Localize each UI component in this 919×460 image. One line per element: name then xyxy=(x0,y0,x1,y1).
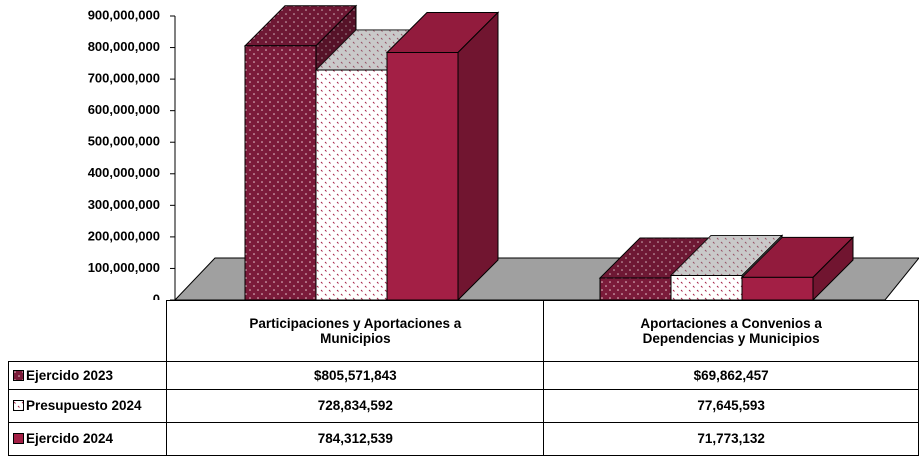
category-label: Aportaciones a Convenios a Dependencias … xyxy=(543,300,919,362)
bar xyxy=(244,45,317,300)
value-label: 728,834,592 xyxy=(166,388,545,423)
legend-cell: Ejercido 2023 xyxy=(7,360,168,390)
value-label: 71,773,132 xyxy=(543,421,919,456)
y-tick-label: 500,000,000 xyxy=(88,134,160,149)
bar-side-shade xyxy=(458,12,498,300)
bar xyxy=(599,277,672,300)
bar-top-shade xyxy=(387,12,498,53)
bar xyxy=(670,274,743,300)
series-row: Ejercido 2024 784,312,539 71,773,132 xyxy=(7,421,919,456)
value-label: 77,645,593 xyxy=(543,388,919,423)
y-tick-label: 100,000,000 xyxy=(88,260,160,275)
legend-cell: Presupuesto 2024 xyxy=(7,388,168,423)
blank-cell xyxy=(8,300,168,361)
bar-top-shade xyxy=(600,237,711,278)
legend-swatch xyxy=(13,369,24,381)
value-label: $69,862,457 xyxy=(543,360,919,390)
y-tick-label: 300,000,000 xyxy=(88,197,160,212)
y-tick-label: 200,000,000 xyxy=(88,228,160,243)
legend-label: Presupuesto 2024 xyxy=(26,398,142,413)
series-row: Ejercido 2023 $805,571,843 $69,862,457 xyxy=(7,360,919,390)
bar-top-shade xyxy=(671,235,782,276)
category-label: Participaciones y Aportaciones a Municip… xyxy=(166,300,545,362)
legend-swatch xyxy=(13,433,24,444)
header-row: Participaciones y Aportaciones a Municip… xyxy=(8,300,919,362)
y-tick-label: 700,000,000 xyxy=(88,71,160,86)
legend-label: Ejercido 2024 xyxy=(26,431,114,446)
y-tick-label: 0 xyxy=(153,291,160,300)
bar-top-shade xyxy=(742,237,853,278)
bar xyxy=(386,52,459,300)
y-tick-label: 900,000,000 xyxy=(88,7,160,22)
bar-top-shade xyxy=(245,5,356,46)
legend-label: Ejercido 2023 xyxy=(26,367,114,383)
data-table: Participaciones y Aportaciones a Municip… xyxy=(7,300,919,456)
legend-swatch xyxy=(13,400,24,411)
bar-side-shade xyxy=(813,237,853,300)
bar xyxy=(315,69,388,300)
y-tick-label: 400,000,000 xyxy=(88,165,160,180)
legend-cell: Ejercido 2024 xyxy=(7,421,168,456)
bar xyxy=(741,276,814,300)
value-label: $805,571,843 xyxy=(166,360,545,390)
value-label: 784,312,539 xyxy=(166,421,545,456)
y-tick-label: 600,000,000 xyxy=(88,102,160,117)
chart: 0 100,000,000 200,000,000 300,000,000 400,00… xyxy=(88,4,919,300)
y-tick-label: 800,000,000 xyxy=(88,39,160,54)
series-row: Presupuesto 2024 728,834,592 77,645,593 xyxy=(7,388,919,423)
